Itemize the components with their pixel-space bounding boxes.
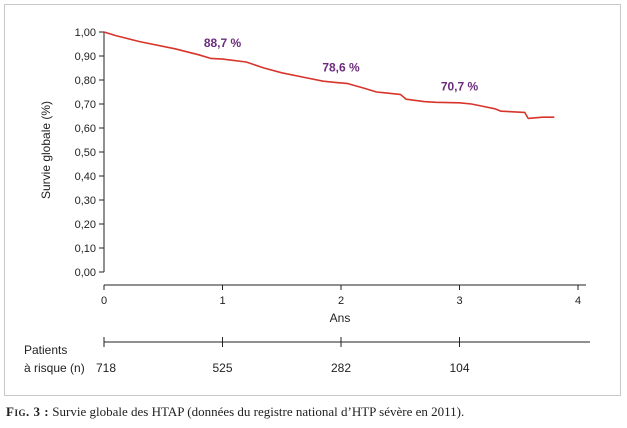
- survival-annotation: 88,7 %: [204, 36, 242, 50]
- y-tick-label: 0,50: [75, 147, 96, 159]
- survival-curve: [103, 31, 555, 120]
- y-tick-label: 0,90: [75, 51, 96, 63]
- x-tick-label: 2: [338, 295, 344, 307]
- x-tick-label: 3: [456, 295, 462, 307]
- risk-table: 718 525 282 104: [96, 337, 590, 375]
- y-tick-label: 0,60: [75, 123, 96, 135]
- survival-annotation: 78,6 %: [322, 60, 360, 74]
- y-tick-label: 0,70: [75, 99, 96, 111]
- risk-count: 718: [96, 361, 116, 375]
- y-tick-label: 0,20: [75, 219, 96, 231]
- survival-annotation: 70,7 %: [441, 79, 479, 93]
- risk-label-line2: à risque (n): [24, 361, 85, 375]
- y-axis-label: Survie globale (%): [39, 101, 53, 199]
- x-tick-label: 4: [575, 295, 581, 307]
- y-tick-label: 0,10: [75, 243, 96, 255]
- caption-text: Survie globale des HTAP (données du regi…: [49, 404, 465, 419]
- figure-caption: Fig. 3 : Survie globale des HTAP (donnée…: [6, 404, 464, 420]
- risk-count: 525: [212, 361, 232, 375]
- x-tick-label: 0: [101, 295, 107, 307]
- risk-label-line1: Patients: [24, 343, 67, 357]
- annotations: 88,7 % 78,6 % 70,7 %: [204, 36, 479, 93]
- survival-chart: 0,00 0,10 0,20 0,30 0,40 0,50 0,60 0,70 0,80 0,90…: [24, 27, 590, 375]
- series: [103, 31, 555, 120]
- y-tick-label: 0,80: [75, 75, 96, 87]
- y-tick-label: 0,40: [75, 171, 96, 183]
- y-axis: 0,00 0,10 0,20 0,30 0,40 0,50 0,60 0,70 0,80 0,90…: [75, 27, 105, 279]
- x-axis-label: Ans: [330, 311, 351, 325]
- x-tick-label: 1: [219, 295, 225, 307]
- y-tick-label: 0,00: [75, 267, 96, 279]
- figure-frame: [4, 4, 621, 396]
- y-tick-label: 0,30: [75, 195, 96, 207]
- x-axis: 0 1 2 3 4: [101, 284, 586, 307]
- y-tick-label: 1,00: [75, 27, 96, 39]
- caption-label: Fig. 3 :: [6, 404, 50, 419]
- risk-count: 104: [449, 361, 469, 375]
- risk-count: 282: [331, 361, 351, 375]
